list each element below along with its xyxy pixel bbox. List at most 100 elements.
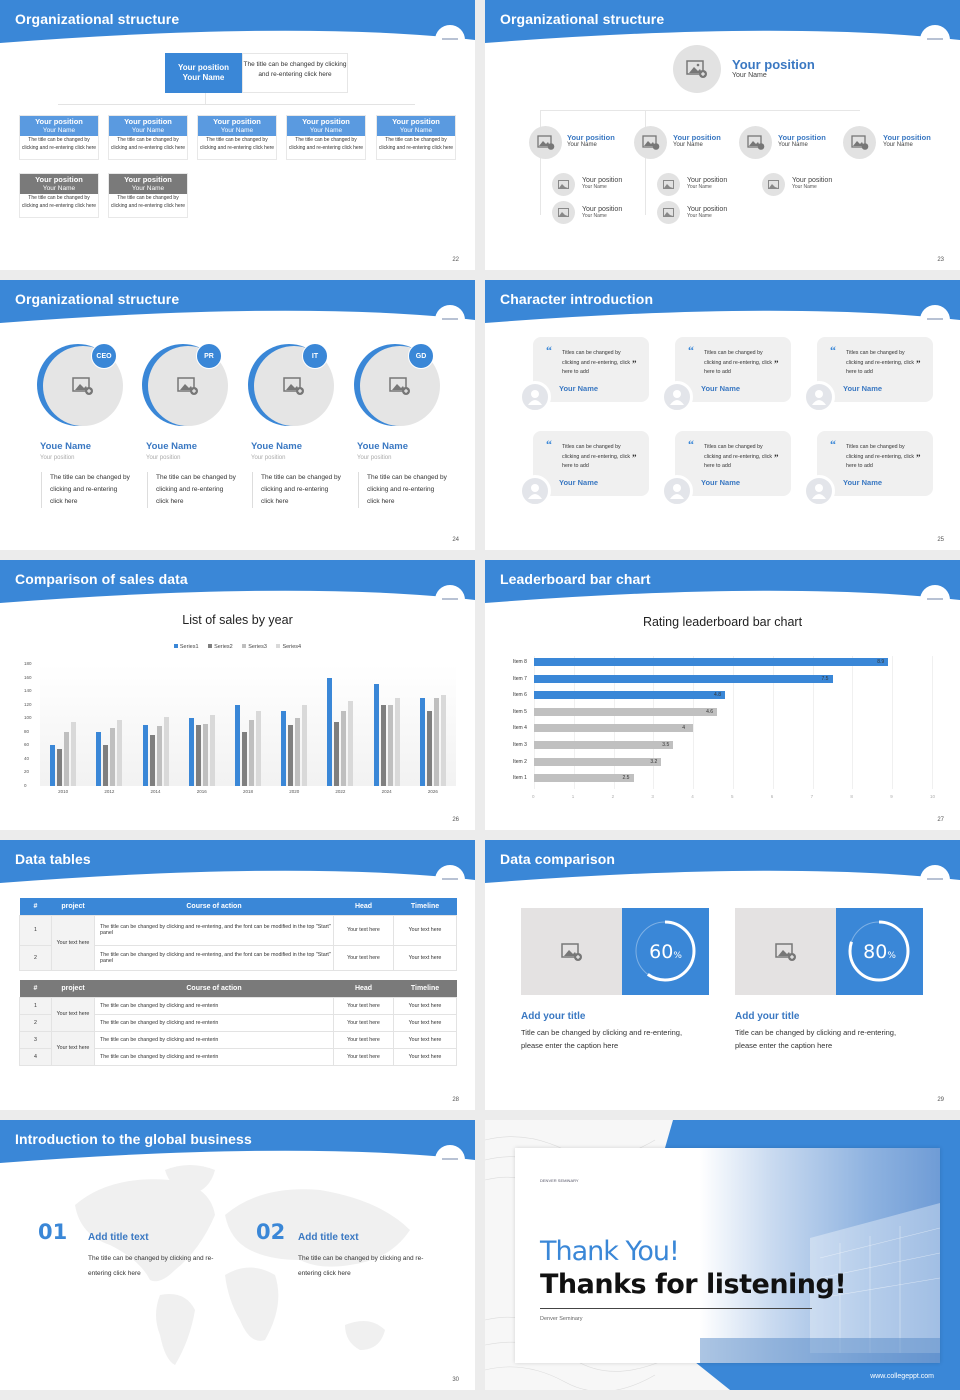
position-label: Your position <box>687 206 728 213</box>
slide-title: Comparison of sales data <box>15 571 188 587</box>
slide-27[interactable]: Leaderboard bar chart Rating leaderboard… <box>485 560 960 830</box>
org-card[interactable]: Your position Your Name The title can be … <box>286 115 366 160</box>
bar <box>534 707 718 716</box>
position-label: Your position <box>732 57 815 72</box>
logo-badge <box>920 25 950 55</box>
photo-placeholder[interactable] <box>843 126 876 159</box>
slide-26[interactable]: Comparison of sales data List of sales b… <box>0 560 475 830</box>
org-card[interactable]: Your position Your Name The title can be … <box>108 115 188 160</box>
slide-30[interactable]: Introduction to the global business 01 A… <box>0 1120 475 1390</box>
member-photo[interactable]: CEO <box>37 343 123 428</box>
close-quote-icon: ” <box>774 453 779 463</box>
photo-placeholder[interactable] <box>739 126 772 159</box>
logo-badge <box>435 865 465 895</box>
org-card[interactable]: Your position Your Name The title can be … <box>197 115 277 160</box>
x-tick: 2016 <box>196 789 207 794</box>
quote-text: Titles can be changed by clicking and re… <box>846 444 915 469</box>
quote-text: Titles can be changed by clicking and re… <box>704 350 773 375</box>
slide-thank-you[interactable]: DENVER SEMINARY Thank You! Thanks for li… <box>485 1120 960 1390</box>
slide-25[interactable]: Character introduction “ Titles can be c… <box>485 280 960 550</box>
person-label: Your position Your Name <box>582 206 622 219</box>
photo-placeholder[interactable] <box>673 45 721 93</box>
quote-text: Titles can be changed by clicking and re… <box>846 350 915 375</box>
table-row: 2 The title can be changed by clicking a… <box>19 944 457 971</box>
user-icon <box>670 390 684 405</box>
image-icon <box>663 208 674 217</box>
org-card[interactable]: Your position Your Name The title can be … <box>376 115 456 160</box>
percent-value: 80% <box>863 940 896 963</box>
bar-value-label: 4.8 <box>714 692 721 699</box>
bar <box>334 721 340 786</box>
bar-value-label: 7.5 <box>821 675 829 682</box>
page-number: 26 <box>452 817 459 823</box>
quote-card[interactable]: “ Titles can be changed by clicking and … <box>675 337 791 402</box>
table-header-row: # project Course of action Head Timeline <box>19 980 457 997</box>
image-placeholder[interactable] <box>735 908 836 995</box>
member-photo[interactable]: IT <box>248 343 334 428</box>
person-label: Your position Your Name <box>687 206 727 219</box>
photo-placeholder[interactable] <box>657 173 680 196</box>
position-label: Your position <box>582 177 623 184</box>
item-desc: The title can be changed by clicking and… <box>298 1255 424 1277</box>
divider <box>540 1308 812 1309</box>
bar <box>235 704 240 786</box>
member-desc: The title can be changed by clicking and… <box>147 472 237 508</box>
category-label: Item 3 <box>513 742 527 748</box>
user-icon <box>670 484 684 499</box>
legend-item: Series1 <box>173 644 199 650</box>
slide-29[interactable]: Data comparison 60% 80% Add your title T… <box>485 840 960 1110</box>
thank-you-title: Thank You! <box>540 1236 680 1267</box>
org-card[interactable]: Your position Your Name The title can be … <box>19 115 99 160</box>
photo-placeholder[interactable] <box>529 126 562 159</box>
quote-card[interactable]: “ Titles can be changed by clicking and … <box>533 337 649 402</box>
logo-badge <box>920 585 950 615</box>
photo-placeholder[interactable] <box>657 201 680 224</box>
photo-placeholder[interactable] <box>552 173 575 196</box>
org-top-box[interactable]: Your position Your Name <box>165 53 242 93</box>
bar <box>50 745 56 786</box>
slide-23[interactable]: Organizational structure Your position Y… <box>485 0 960 270</box>
slide-24[interactable]: Organizational structure CEO PR IT GD Yo… <box>0 280 475 550</box>
bar <box>256 711 261 786</box>
person-label: Your position Your Name <box>792 177 832 190</box>
position-label: Your position <box>687 177 728 184</box>
photo-placeholder[interactable] <box>552 201 575 224</box>
category-label: Item 7 <box>513 675 527 682</box>
photo-placeholder[interactable] <box>762 173 785 196</box>
category-label: Item 6 <box>513 692 527 699</box>
slide-22[interactable]: Organizational structure Your position Y… <box>0 0 475 270</box>
image-add-icon <box>177 377 198 395</box>
quote-card[interactable]: “ Titles can be changed by clicking and … <box>533 431 649 496</box>
photo-placeholder[interactable] <box>634 126 667 159</box>
person-label: Your position Your Name <box>687 177 727 190</box>
building-illustration <box>700 1203 940 1363</box>
bar <box>426 711 432 786</box>
website-link[interactable]: www.collegeppt.com <box>870 1373 934 1380</box>
y-tick: 100 <box>24 715 32 721</box>
name-label: Your Name <box>220 127 254 134</box>
quote-card[interactable]: “ Titles can be changed by clicking and … <box>817 431 933 496</box>
org-card[interactable]: Your position Your Name The title can be … <box>19 173 99 218</box>
data-table-1: # project Course of action Head Timeline… <box>19 898 457 971</box>
item-desc: Title can be changed by clicking and re-… <box>521 1028 683 1050</box>
page-number: 30 <box>452 1377 459 1383</box>
member-name: Youe Name <box>251 441 303 452</box>
member-photo[interactable]: PR <box>142 343 228 428</box>
name-label: Your Name <box>131 127 165 134</box>
quote-author: Your Name <box>559 478 599 487</box>
member-photo[interactable]: GD <box>354 343 440 428</box>
user-icon <box>812 484 826 499</box>
gridline <box>772 656 774 789</box>
image-placeholder[interactable] <box>521 908 622 995</box>
quote-author: Your Name <box>701 384 741 393</box>
quote-card[interactable]: “ Titles can be changed by clicking and … <box>817 337 933 402</box>
bar <box>57 748 63 786</box>
org-card[interactable]: Your position Your Name The title can be … <box>108 173 188 218</box>
position-label: Your position <box>582 206 623 213</box>
quote-card[interactable]: “ Titles can be changed by clicking and … <box>675 431 791 496</box>
slide-header: Character introduction <box>485 280 960 335</box>
slide-28[interactable]: Data tables # project Course of action H… <box>0 840 475 1110</box>
bar <box>373 684 379 786</box>
avatar <box>661 381 693 413</box>
name-label: Your Name <box>673 142 703 148</box>
